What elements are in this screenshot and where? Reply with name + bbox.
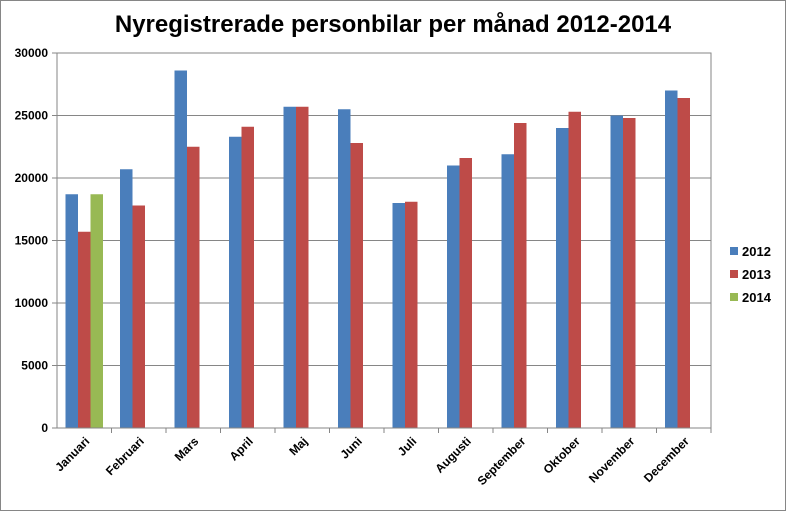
bar-2013-februari [132,205,145,428]
bar-2012-april [229,136,242,428]
bar-2012-oktober [556,128,569,428]
x-tick-label: Oktober [540,434,583,477]
legend-label-2013: 2013 [742,267,771,282]
y-tick-label: 0 [41,421,48,435]
legend-label-2012: 2012 [742,244,771,259]
bar-2012-juni [338,109,351,428]
bar-2013-april [241,126,254,428]
x-tick-label: Mars [172,434,202,464]
bar-2013-augusti [459,158,472,428]
bar-2012-december [665,90,678,428]
legend-swatch-2012 [730,247,738,255]
bar-2013-juli [405,201,418,428]
y-tick-label: 25000 [15,109,49,123]
legend-label-2014: 2014 [742,290,772,305]
x-tick-label: Juli [395,434,420,459]
y-tick-label: 10000 [15,296,49,310]
legend-swatch-2014 [730,293,738,301]
legend-swatch-2013 [730,270,738,278]
y-tick-label: 20000 [15,171,49,185]
bar-2012-maj [283,106,296,428]
bar-2013-november [623,118,636,428]
bar-2013-december [677,98,690,428]
x-tick-label: Januari [52,434,92,474]
x-tick-label: September [475,434,529,488]
y-tick-label: 15000 [15,234,49,248]
bar-2013-juni [350,143,363,428]
bar-2012-augusti [447,165,460,428]
chart-title: Nyregistrerade personbilar per månad 201… [115,11,672,38]
x-tick-label: December [641,434,692,485]
bar-2013-maj [296,106,309,428]
y-tick-label: 5000 [21,359,48,373]
x-tick-label: April [227,434,256,463]
bar-2012-september [501,154,514,428]
bar-2012-januari [65,194,78,428]
x-tick-label: Maj [286,434,310,458]
x-tick-label: Augusti [432,434,473,475]
bar-2013-januari [78,231,91,428]
bar-2013-september [514,123,527,428]
bar-2012-november [610,115,623,428]
x-tick-label: Juni [338,434,365,461]
bar-2013-oktober [568,111,581,428]
x-tick-label: Februari [103,434,147,478]
bar-2012-februari [120,169,133,428]
bar-2013-mars [187,146,200,428]
bar-2014-januari [90,194,103,428]
x-tick-label: November [586,434,638,486]
legend: 2012 2013 2014 [730,244,772,305]
y-tick-label: 30000 [15,46,49,60]
bars [65,70,690,428]
bar-2012-juli [392,203,405,428]
bar-2012-mars [174,70,187,428]
